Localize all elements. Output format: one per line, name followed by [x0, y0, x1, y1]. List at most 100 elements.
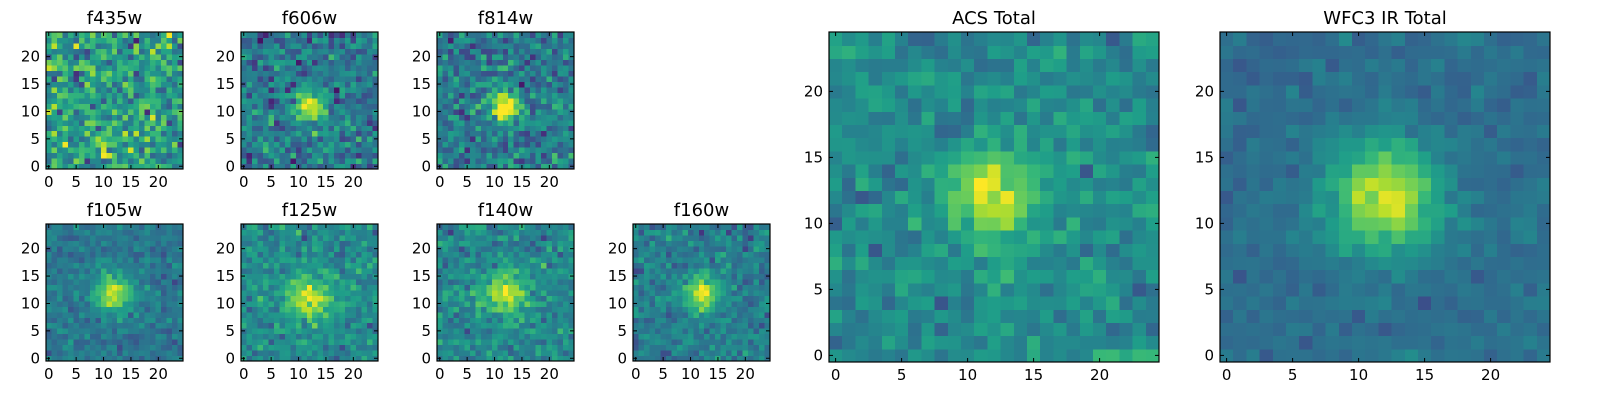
pixel	[638, 350, 645, 357]
pixel	[535, 240, 542, 247]
pixel	[106, 273, 113, 280]
pixel	[486, 130, 493, 137]
pixel	[46, 262, 53, 269]
pixel	[563, 289, 570, 296]
pixel	[356, 311, 363, 318]
pixel	[155, 75, 162, 82]
pixel	[284, 300, 291, 307]
heatmap-f125w	[241, 224, 379, 362]
pixel	[442, 119, 449, 126]
pixel	[128, 48, 135, 55]
pixel	[508, 97, 515, 104]
pixel	[753, 234, 760, 242]
pixel	[161, 125, 168, 132]
pixel	[486, 114, 493, 121]
pixel	[334, 256, 341, 263]
pixel	[100, 158, 107, 165]
pixel	[122, 119, 129, 126]
pixel	[513, 64, 520, 71]
pixel	[306, 108, 313, 115]
pixel	[89, 317, 96, 324]
pixel	[257, 152, 264, 159]
pixel	[89, 141, 96, 148]
pixel	[246, 59, 253, 66]
pixel	[753, 300, 760, 307]
pixel	[693, 245, 700, 252]
pixel	[312, 295, 319, 302]
pixel	[144, 103, 151, 110]
pixel	[535, 229, 542, 236]
pixel	[84, 64, 91, 71]
pixel	[290, 229, 297, 236]
pixel	[715, 339, 722, 346]
pixel	[508, 53, 515, 60]
pixel	[1000, 322, 1015, 337]
pixel	[682, 240, 689, 247]
pixel	[638, 229, 645, 236]
pixel	[829, 230, 843, 244]
pixel	[759, 328, 766, 335]
pixel	[491, 136, 498, 143]
pixel	[122, 136, 129, 143]
pixel	[469, 344, 476, 351]
pixel	[155, 42, 162, 50]
pixel	[290, 48, 297, 55]
pixel	[334, 158, 341, 165]
pixel	[51, 240, 58, 247]
pixel	[1119, 164, 1134, 178]
pixel	[328, 42, 335, 50]
pixel	[961, 269, 975, 284]
pixel	[95, 333, 102, 340]
pixel	[177, 32, 184, 39]
pixel	[334, 125, 341, 132]
pixel	[458, 64, 465, 71]
pixel	[535, 86, 542, 93]
pixel	[345, 141, 352, 148]
pixel	[535, 32, 542, 39]
pixel	[748, 284, 755, 291]
y-tick-label: 15	[608, 267, 627, 285]
pixel	[67, 53, 74, 60]
pixel	[67, 267, 74, 274]
pixel	[317, 42, 324, 50]
pixel	[437, 59, 444, 66]
pixel	[161, 53, 168, 60]
pixel	[447, 136, 455, 143]
pixel	[486, 103, 493, 110]
pixel	[317, 37, 324, 44]
pixel	[437, 240, 444, 247]
pixel	[491, 48, 498, 55]
pixel	[290, 306, 297, 313]
pixel	[497, 158, 504, 165]
pixel	[546, 234, 553, 242]
pixel	[251, 267, 259, 274]
pixel	[56, 92, 64, 99]
pixel	[480, 125, 487, 132]
pixel	[458, 48, 465, 55]
pixel	[356, 267, 363, 274]
pixel	[73, 278, 80, 285]
pixel	[106, 48, 113, 55]
pixel	[563, 355, 570, 362]
pixel	[295, 130, 302, 137]
pixel	[726, 317, 733, 324]
pixel	[51, 81, 58, 88]
pixel	[486, 306, 493, 313]
pixel	[1106, 348, 1120, 363]
pixel	[367, 262, 374, 269]
pixel	[73, 103, 80, 110]
pixel	[67, 81, 74, 88]
pixel	[166, 32, 173, 39]
pixel	[262, 251, 269, 258]
pixel	[356, 92, 363, 99]
pixel	[453, 284, 460, 291]
pixel	[177, 119, 184, 126]
pixel	[524, 32, 531, 39]
pixel	[947, 190, 962, 205]
pixel	[742, 229, 749, 236]
pixel	[524, 245, 531, 252]
pixel	[273, 59, 280, 66]
pixel	[447, 240, 455, 247]
pixel	[155, 37, 162, 44]
pixel	[133, 141, 140, 148]
